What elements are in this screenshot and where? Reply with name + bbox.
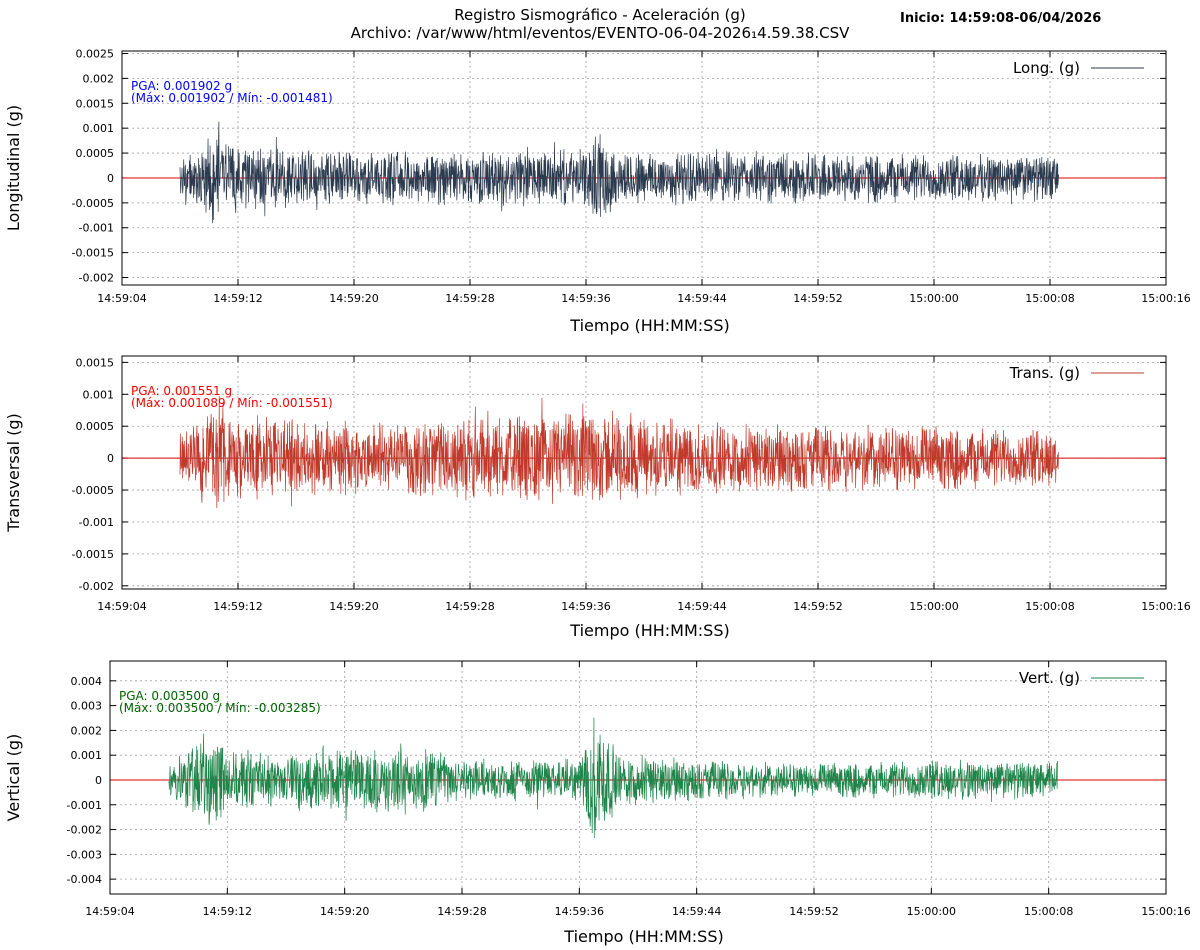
max-min-label: (Máx: 0.003500 / Mín: -0.003285) (119, 701, 321, 715)
x-tick-label: 14:59:28 (445, 292, 494, 305)
x-tick-label: 14:59:20 (329, 292, 378, 305)
y-tick-label: 0.0015 (76, 356, 115, 369)
x-tick-label: 14:59:12 (213, 292, 262, 305)
panel-transversal: -0.002 -0.0015 -0.001 -0.0005 0 0.0005 0.001 0.… (4, 355, 1191, 640)
x-tick-label: 14:59:52 (793, 292, 842, 305)
series-line-vertical (168, 717, 1058, 838)
x-tick-label: 15:00:16 (1141, 600, 1190, 613)
y-tick-label: 0.001 (83, 388, 115, 401)
pga-label: PGA: 0.001551 g (131, 384, 232, 398)
y-tick-label: -0.002 (79, 580, 114, 593)
y-tick-label: -0.004 (67, 873, 102, 886)
x-tick-label: 14:59:44 (672, 905, 721, 918)
x-tick-label: 14:59:04 (97, 292, 146, 305)
x-tick-label: 15:00:08 (1025, 292, 1074, 305)
x-tick-label: 14:59:28 (445, 600, 494, 613)
y-axis-label: Longitudinal (g) (4, 105, 23, 231)
y-tick-label: 0.0025 (76, 47, 115, 60)
y-tick-label: 0.0005 (76, 420, 115, 433)
x-tick-label: 14:59:36 (555, 905, 604, 918)
x-tick-label: 14:59:04 (85, 905, 134, 918)
legend-label: Long. (g) (1013, 59, 1080, 77)
x-tick-label: 15:00:08 (1025, 600, 1074, 613)
series-line-longitudinal (179, 121, 1060, 224)
max-min-label: (Máx: 0.001902 / Mín: -0.001481) (131, 91, 333, 105)
panel-longitudinal: -0.002 -0.0015 -0.001 -0.0005 0 0.0005 0.001 0.… (4, 47, 1191, 335)
x-tick-label: 14:59:36 (561, 600, 610, 613)
y-axis-label: Transversal (g) (4, 413, 23, 532)
y-tick-label: 0.003 (71, 700, 103, 713)
panel-vertical: -0.004 -0.003 -0.002 -0.001 0 0.001 0.002 0.003… (4, 660, 1191, 946)
y-tick-label: -0.001 (79, 516, 114, 529)
x-tick-label: 15:00:16 (1141, 292, 1190, 305)
x-axis-label: Tiempo (HH:MM:SS) (569, 316, 729, 335)
x-axis-label: Tiempo (HH:MM:SS) (569, 621, 729, 640)
y-tick-label: -0.001 (67, 799, 102, 812)
y-tick-label: -0.0015 (72, 247, 114, 260)
y-axis-label: Vertical (g) (4, 734, 23, 822)
chart-title: Registro Sismográfico - Aceleración (g) (454, 6, 746, 24)
y-tick-label: 0.0015 (76, 97, 115, 110)
x-tick-label: 15:00:16 (1141, 905, 1190, 918)
x-tick-label: 15:00:00 (907, 905, 956, 918)
x-tick-label: 15:00:00 (909, 600, 958, 613)
y-tick-label: -0.0005 (72, 484, 114, 497)
x-tick-label: 15:00:08 (1024, 905, 1073, 918)
x-tick-label: 14:59:04 (97, 600, 146, 613)
y-tick-label: 0 (95, 774, 102, 787)
plot-border (121, 355, 1167, 590)
pga-label: PGA: 0.003500 g (119, 689, 220, 703)
x-tick-label: 14:59:36 (561, 292, 610, 305)
max-min-label: (Máx: 0.001089 / Mín: -0.001551) (131, 396, 333, 410)
plot-border (109, 660, 1167, 895)
series-line-transversal (179, 395, 1060, 509)
x-tick-label: 14:59:44 (677, 600, 726, 613)
y-tick-label: 0.002 (83, 72, 115, 85)
x-tick-label: 14:59:20 (329, 600, 378, 613)
file-path-title: Archivo: /var/www/html/eventos/EVENTO-06… (350, 24, 850, 42)
x-tick-label: 14:59:12 (213, 600, 262, 613)
pga-label: PGA: 0.001902 g (131, 79, 232, 93)
y-tick-label: -0.0015 (72, 548, 114, 561)
start-time-label: Inicio: 14:59:08-06/04/2026 (900, 11, 1102, 26)
y-tick-label: 0.001 (71, 749, 103, 762)
plot-border (121, 50, 1167, 286)
y-tick-label: -0.002 (67, 824, 102, 837)
y-tick-label: 0.002 (71, 724, 103, 737)
legend-label: Vert. (g) (1019, 669, 1080, 687)
y-tick-label: -0.0005 (72, 197, 114, 210)
x-tick-label: 14:59:44 (677, 292, 726, 305)
x-tick-label: 14:59:28 (437, 905, 486, 918)
x-tick-label: 14:59:20 (320, 905, 369, 918)
y-tick-label: 0.0005 (76, 147, 115, 160)
x-tick-label: 14:59:12 (203, 905, 252, 918)
y-tick-label: 0.004 (71, 675, 103, 688)
x-tick-label: 14:59:52 (789, 905, 838, 918)
legend-label: Trans. (g) (1009, 364, 1080, 382)
y-tick-label: 0 (107, 172, 114, 185)
y-tick-label: 0.001 (83, 122, 115, 135)
y-tick-label: -0.001 (79, 222, 114, 235)
x-tick-label: 14:59:52 (793, 600, 842, 613)
x-axis-label: Tiempo (HH:MM:SS) (563, 927, 723, 946)
y-tick-label: -0.003 (67, 848, 102, 861)
y-tick-label: -0.002 (79, 272, 114, 285)
x-tick-label: 15:00:00 (909, 292, 958, 305)
y-tick-label: 0 (107, 452, 114, 465)
